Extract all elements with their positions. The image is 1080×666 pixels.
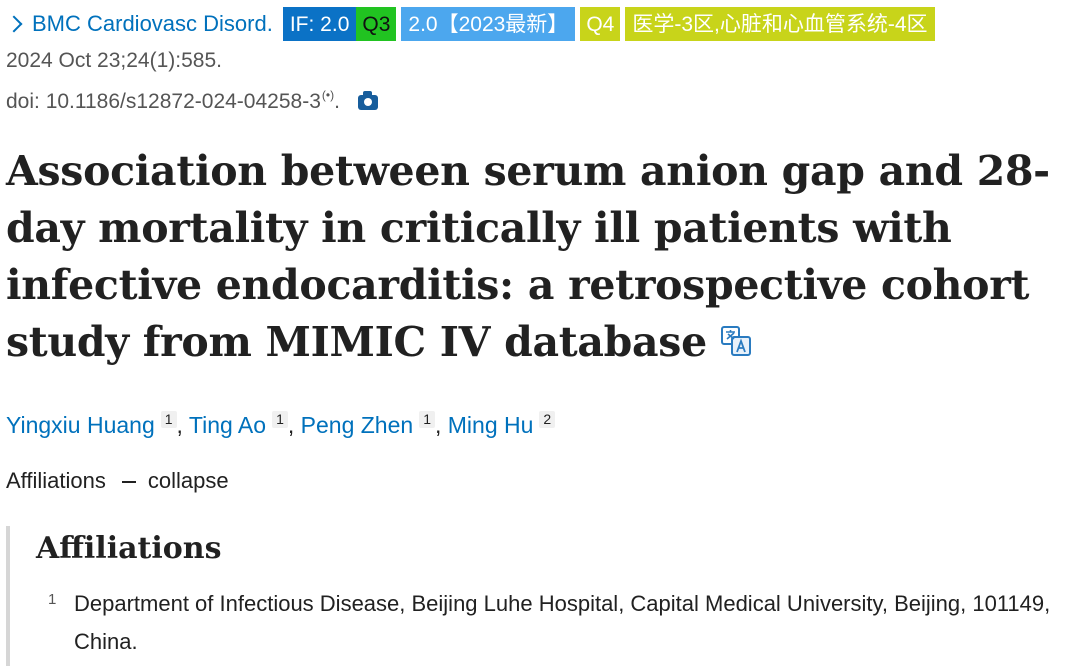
author-separator: ,	[434, 412, 442, 438]
article-header: BMC Cardiovasc Disord. IF: 2.0 Q3 2.0【20…	[5, 0, 1074, 666]
doi-period: .	[334, 90, 340, 113]
article-title-text: Association between serum anion gap and …	[6, 147, 1050, 366]
publication-date: 2024 Oct 23;24(1):585.	[6, 49, 222, 72]
affiliation-number: 1	[48, 591, 57, 608]
author-link[interactable]: Peng Zhen	[300, 412, 414, 438]
affiliations-toggle-label: Affiliations	[6, 468, 106, 493]
article-title: Association between serum anion gap and …	[6, 143, 1074, 373]
cas-impact-badge: 2.0【2023最新】	[401, 7, 576, 41]
affiliations-heading: Affiliations	[36, 531, 222, 566]
translate-icon[interactable]	[719, 316, 753, 373]
affiliation-text: Department of Infectious Disease, Beijin…	[74, 591, 1051, 654]
journal-link[interactable]: BMC Cardiovasc Disord.	[5, 11, 273, 37]
camera-icon[interactable]	[357, 91, 378, 110]
minus-icon	[121, 481, 136, 484]
affiliation-ref[interactable]: 1	[160, 411, 177, 428]
journal-name: BMC Cardiovasc Disord.	[32, 11, 273, 36]
cas-quartile-badge: Q4	[580, 7, 621, 41]
author-separator: ,	[176, 412, 183, 438]
chevron-right-icon	[5, 15, 23, 33]
affiliation-item: 1 Department of Infectious Disease, Beij…	[36, 585, 1074, 661]
author-separator: ,	[287, 412, 295, 438]
affiliation-ref[interactable]: 1	[419, 411, 435, 428]
author-link[interactable]: Ting Ao	[188, 412, 267, 438]
author-link[interactable]: Ming Hu	[447, 412, 534, 438]
impact-factor-badge: IF: 2.0	[282, 7, 357, 41]
citation-line: BMC Cardiovasc Disord. IF: 2.0 Q3 2.0【20…	[5, 4, 1074, 44]
cas-zone-badge: 医学-3区,心脏和心血管系统-4区	[625, 7, 935, 41]
broadcast-icon: (•)	[321, 88, 335, 102]
author-list: Yingxiu Huang 1, Ting Ao 1, Peng Zhen 1, Mi…	[6, 410, 1074, 440]
affiliations-toggle: Affiliations collapse	[6, 466, 1074, 496]
affiliation-ref[interactable]: 2	[539, 411, 556, 428]
collapse-button[interactable]: collapse	[147, 468, 229, 493]
jcr-quartile-badge: Q3	[356, 7, 397, 41]
affiliation-ref[interactable]: 1	[272, 411, 288, 428]
doi-text[interactable]: doi: 10.1186/s12872-024-04258-3	[6, 90, 321, 113]
author-link[interactable]: Yingxiu Huang	[6, 412, 155, 438]
affiliations-panel: Affiliations 1 Department of Infectious …	[6, 526, 1074, 666]
doi-line: doi: 10.1186/s12872-024-04258-3(•).	[6, 78, 1074, 113]
